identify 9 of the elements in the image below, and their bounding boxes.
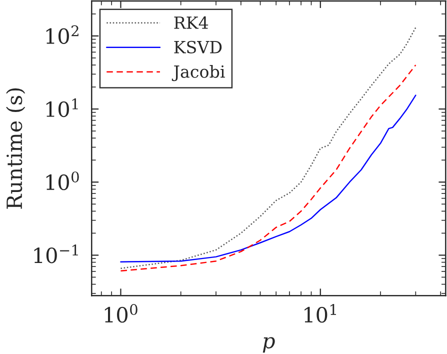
y-tick-label: 10$^{0}$: [46, 171, 79, 190]
y-axis-title: Runtime (s): [6, 88, 26, 209]
y-tick-label: 10$^{−1}$: [34, 244, 78, 264]
legend-label: KSVD: [174, 40, 222, 54]
legend-label: RK4: [174, 16, 208, 29]
y-tick-label: 10$^{1}$: [46, 98, 78, 118]
y-tick-label: 10$^{2}$: [46, 25, 78, 44]
x-axis-title: p: [262, 337, 275, 353]
legend-label: Jacobi: [172, 64, 225, 82]
